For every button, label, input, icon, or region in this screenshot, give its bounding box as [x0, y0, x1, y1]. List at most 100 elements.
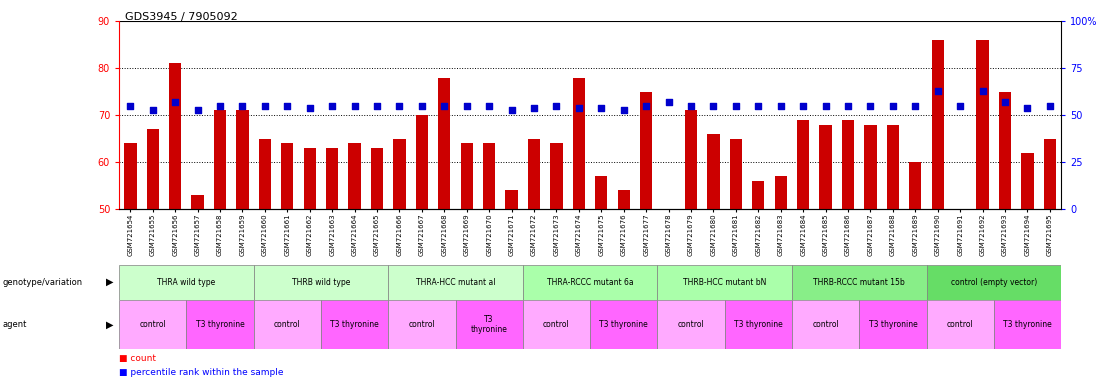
Point: [794, 103, 812, 109]
Bar: [303, 148, 315, 209]
Text: ▶: ▶: [106, 277, 114, 287]
Bar: [842, 120, 854, 209]
Bar: [254, 265, 388, 300]
Point: [996, 99, 1014, 105]
Bar: [147, 129, 159, 209]
Bar: [590, 300, 657, 349]
Text: control: control: [946, 320, 974, 329]
Point: [143, 106, 161, 113]
Bar: [976, 40, 988, 209]
Text: THRB-RCCC mutant 15b: THRB-RCCC mutant 15b: [813, 278, 906, 287]
Point: [345, 103, 363, 109]
Point: [750, 103, 768, 109]
Text: T3 thyronine: T3 thyronine: [330, 320, 379, 329]
Point: [570, 104, 588, 111]
Bar: [657, 265, 792, 300]
Text: T3 thyronine: T3 thyronine: [868, 320, 918, 329]
Text: agent: agent: [2, 320, 26, 329]
Bar: [927, 265, 1061, 300]
Bar: [865, 124, 877, 209]
Bar: [214, 111, 226, 209]
Text: genotype/variation: genotype/variation: [2, 278, 83, 287]
Point: [660, 99, 677, 105]
Bar: [125, 143, 137, 209]
Text: THRA wild type: THRA wild type: [158, 278, 215, 287]
Point: [547, 103, 565, 109]
Bar: [859, 300, 927, 349]
Point: [121, 103, 139, 109]
Text: THRA-HCC mutant al: THRA-HCC mutant al: [416, 278, 495, 287]
Bar: [887, 124, 899, 209]
Bar: [505, 190, 517, 209]
Bar: [388, 300, 456, 349]
Bar: [388, 265, 523, 300]
Point: [413, 103, 430, 109]
Text: THRB-HCC mutant bN: THRB-HCC mutant bN: [683, 278, 767, 287]
Point: [503, 106, 521, 113]
Point: [638, 103, 655, 109]
Text: T3 thyronine: T3 thyronine: [599, 320, 649, 329]
Bar: [797, 120, 810, 209]
Text: T3 thyronine: T3 thyronine: [1003, 320, 1052, 329]
Text: THRA-RCCC mutant 6a: THRA-RCCC mutant 6a: [547, 278, 633, 287]
Bar: [523, 300, 590, 349]
Bar: [730, 139, 742, 209]
Bar: [326, 148, 339, 209]
Bar: [927, 300, 994, 349]
Bar: [752, 181, 764, 209]
Text: control: control: [543, 320, 570, 329]
Text: ■ count: ■ count: [119, 354, 157, 363]
Bar: [932, 40, 944, 209]
Point: [211, 103, 229, 109]
Bar: [461, 143, 473, 209]
Bar: [792, 265, 927, 300]
Point: [772, 103, 790, 109]
Text: THRB wild type: THRB wild type: [292, 278, 350, 287]
Bar: [456, 300, 523, 349]
Point: [436, 103, 453, 109]
Text: T3
thyronine: T3 thyronine: [471, 315, 507, 334]
Bar: [371, 148, 383, 209]
Text: T3 thyronine: T3 thyronine: [195, 320, 245, 329]
Point: [301, 104, 319, 111]
Bar: [321, 300, 388, 349]
Text: control: control: [408, 320, 436, 329]
Bar: [259, 139, 271, 209]
Bar: [349, 143, 361, 209]
Bar: [438, 78, 450, 209]
Point: [256, 103, 274, 109]
Point: [1018, 104, 1036, 111]
Text: control (empty vector): control (empty vector): [951, 278, 1037, 287]
Bar: [994, 300, 1061, 349]
Point: [929, 88, 946, 94]
Point: [167, 99, 184, 105]
Point: [861, 103, 879, 109]
Point: [458, 103, 475, 109]
Bar: [572, 78, 585, 209]
Bar: [618, 190, 630, 209]
Point: [705, 103, 722, 109]
Point: [727, 103, 745, 109]
Text: control: control: [677, 320, 705, 329]
Point: [323, 103, 341, 109]
Bar: [528, 139, 540, 209]
Bar: [119, 300, 186, 349]
Point: [951, 103, 968, 109]
Bar: [550, 143, 563, 209]
Text: control: control: [274, 320, 301, 329]
Text: T3 thyronine: T3 thyronine: [733, 320, 783, 329]
Bar: [657, 300, 725, 349]
Point: [839, 103, 857, 109]
Bar: [707, 134, 719, 209]
Bar: [685, 111, 697, 209]
Bar: [523, 265, 657, 300]
Bar: [774, 176, 786, 209]
Point: [278, 103, 296, 109]
Bar: [236, 111, 248, 209]
Bar: [909, 162, 921, 209]
Bar: [169, 63, 181, 209]
Bar: [999, 92, 1011, 209]
Point: [390, 103, 408, 109]
Bar: [254, 300, 321, 349]
Bar: [192, 195, 204, 209]
